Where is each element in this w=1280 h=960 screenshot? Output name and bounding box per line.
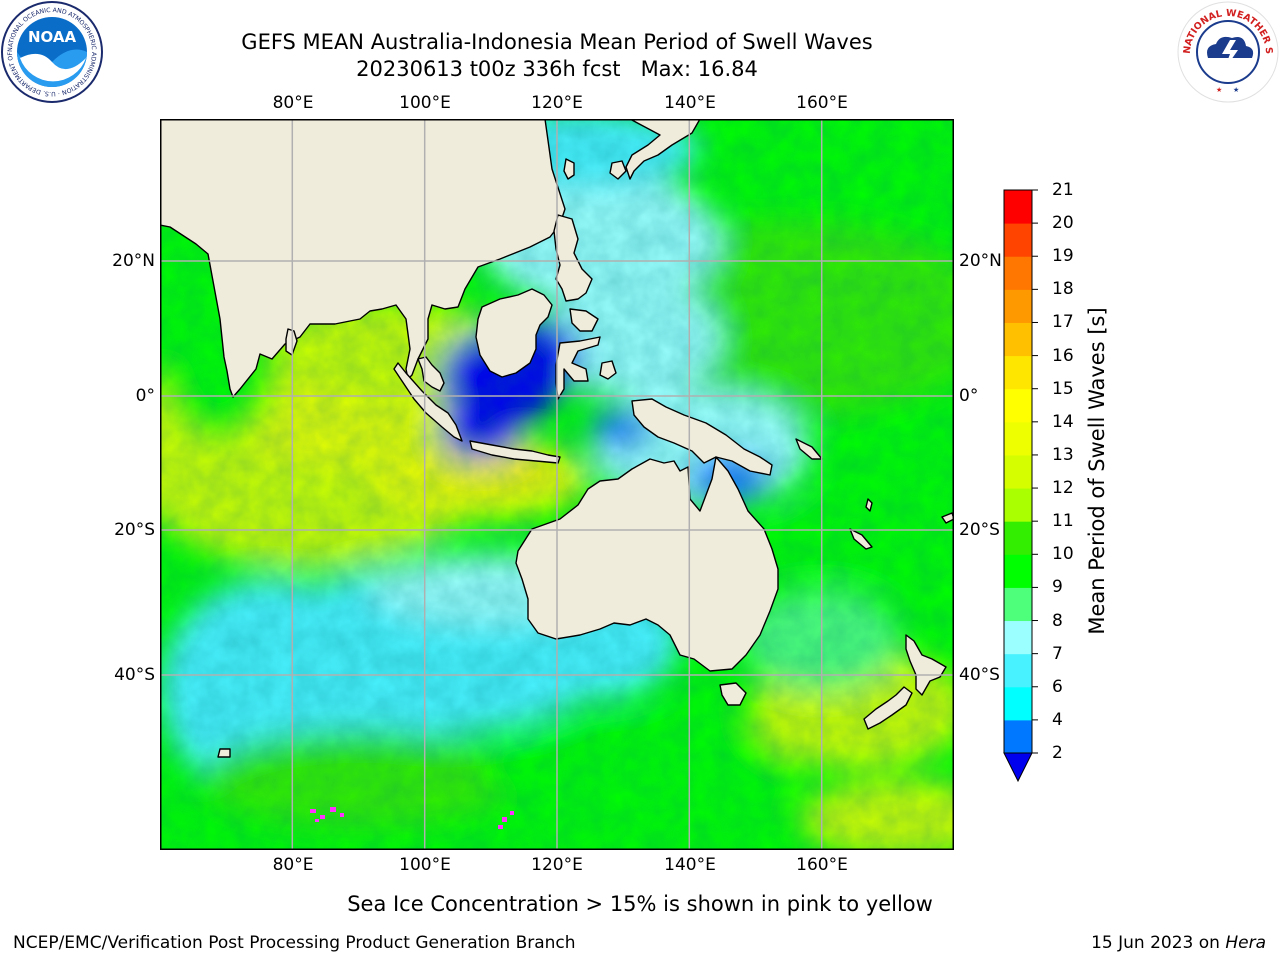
lat-tick-right-20s: 20°S	[959, 520, 1000, 540]
nws-logo: NATIONAL WEATHER SERVICE ★ ★	[1172, 0, 1280, 104]
date-text: 15 Jun 2023 on Hera	[1091, 933, 1266, 953]
colorbar-tick-label: 9	[1052, 577, 1063, 598]
colorbar-tick-label: 11	[1052, 511, 1074, 532]
lat-tick-right-0: 0°	[959, 386, 979, 406]
lat-tick-left-0: 0°	[135, 386, 155, 406]
colorbar-segment	[1004, 620, 1032, 655]
colorbar-segment	[1004, 355, 1032, 390]
colorbar-tick-label: 7	[1052, 643, 1063, 664]
colorbar-segment	[1004, 289, 1032, 323]
lon-tick-bottom-160e: 160°E	[796, 855, 848, 875]
colorbar-tick-label: 20	[1052, 213, 1074, 234]
colorbar-tick-label: 18	[1052, 279, 1074, 300]
lon-tick-top-160e: 160°E	[796, 93, 848, 113]
colorbar-tick-label: 8	[1052, 610, 1063, 631]
lat-tick-right-40s: 40°S	[959, 665, 1000, 685]
colorbar-tick-label: 12	[1052, 478, 1074, 499]
colorbar	[1000, 186, 1040, 786]
colorbar-segment	[1004, 554, 1032, 588]
colorbar-segment	[1004, 190, 1032, 224]
colorbar-tick-label: 16	[1052, 345, 1074, 366]
landmass-australia	[515, 456, 779, 672]
colorbar-tick-label: 10	[1052, 544, 1074, 565]
colorbar-segment	[1004, 223, 1032, 257]
sea-ice-note: Sea Ice Concentration > 15% is shown in …	[347, 892, 933, 916]
lon-tick-bottom-80e: 80°E	[272, 855, 314, 875]
landmass-japan	[625, 119, 701, 180]
colorbar-segment	[1004, 719, 1032, 754]
map-panel	[160, 119, 954, 850]
lat-tick-right-20n: 20°N	[959, 251, 1002, 271]
chart-subtitle: 20230613 t00z 336h fcst Max: 16.84	[356, 57, 758, 81]
landmass-borneo	[475, 288, 553, 378]
colorbar-tick-label: 21	[1052, 180, 1074, 200]
landmass-java	[469, 440, 561, 464]
colorbar-segment	[1004, 686, 1032, 721]
lon-tick-top-80e: 80°E	[272, 93, 314, 113]
colorbar-tick-label: 15	[1052, 378, 1074, 399]
colorbar-segment	[1004, 388, 1032, 423]
map-svg	[160, 119, 954, 850]
colorbar-segment	[1004, 488, 1032, 522]
colorbar-label: Mean Period of Swell Waves [s]	[1085, 307, 1109, 635]
date-value: 15 Jun 2023 on	[1091, 933, 1226, 953]
lon-tick-bottom-100e: 100°E	[399, 855, 451, 875]
landmass-tasmania	[719, 682, 747, 706]
colorbar-extend-triangle	[1003, 752, 1033, 783]
colorbar-segment	[1004, 521, 1032, 555]
svg-text:★: ★	[1216, 86, 1222, 94]
lon-tick-bottom-120e: 120°E	[531, 855, 583, 875]
colorbar-segment	[1004, 653, 1032, 688]
lat-tick-left-20n: 20°N	[112, 251, 155, 271]
colorbar-svg	[1003, 189, 1038, 783]
colorbar-tick-label: 17	[1052, 312, 1074, 333]
colorbar-tick-label: 6	[1052, 676, 1063, 697]
colorbar-tick-label: 2	[1052, 743, 1063, 763]
noaa-logo: NATIONAL OCEANIC AND ATMOSPHERIC ADMINIS…	[0, 0, 104, 104]
landmass-asia	[160, 119, 566, 398]
landmass-new-guinea	[631, 398, 773, 476]
colorbar-segment	[1004, 454, 1032, 489]
lat-tick-left-40s: 40°S	[114, 665, 155, 685]
lon-tick-top-100e: 100°E	[399, 93, 451, 113]
credit-text: NCEP/EMC/Verification Post Processing Pr…	[13, 933, 576, 953]
land-masses	[160, 119, 954, 758]
colorbar-segment	[1004, 587, 1032, 622]
landmass-taiwan	[563, 158, 575, 180]
host-name: Hera	[1225, 933, 1266, 953]
colorbar-tick-label: 19	[1052, 246, 1074, 267]
map-gridlines	[160, 119, 954, 850]
landmass-nz-north	[905, 634, 947, 696]
lon-tick-bottom-140e: 140°E	[664, 855, 716, 875]
landmass-nz-south	[863, 686, 913, 730]
colorbar-segment	[1004, 256, 1032, 290]
lon-tick-top-120e: 120°E	[531, 93, 583, 113]
colorbar-tick-label: 4	[1052, 709, 1063, 730]
sea-ice-patches	[310, 807, 514, 829]
lat-tick-left-20s: 20°S	[114, 520, 155, 540]
colorbar-segment	[1004, 322, 1032, 357]
chart-title: GEFS MEAN Australia-Indonesia Mean Perio…	[241, 30, 873, 54]
svg-text:★: ★	[1233, 86, 1239, 94]
noaa-text: NOAA	[28, 28, 77, 46]
colorbar-segment	[1004, 421, 1032, 456]
lon-tick-top-140e: 140°E	[664, 93, 716, 113]
colorbar-tick-label: 13	[1052, 444, 1074, 465]
colorbar-tick-label: 14	[1052, 411, 1074, 432]
